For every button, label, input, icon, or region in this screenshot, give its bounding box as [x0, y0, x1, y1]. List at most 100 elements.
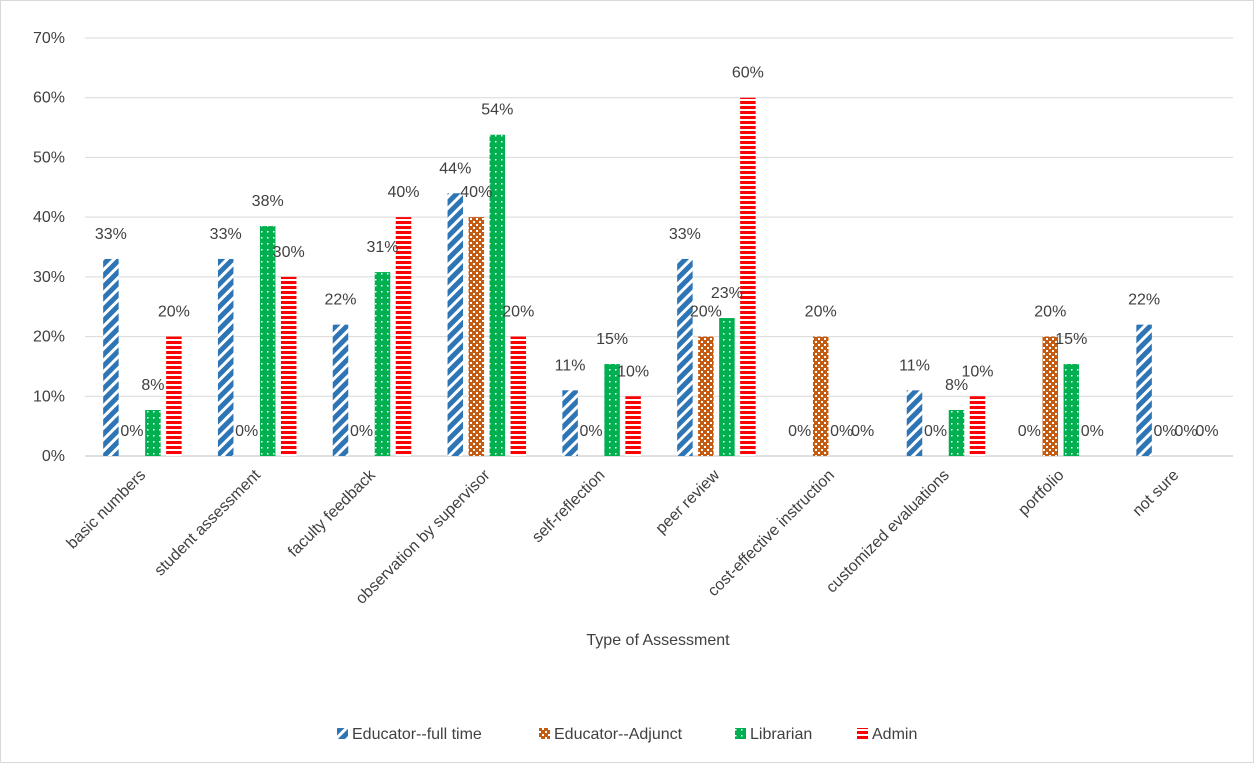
x-tick-label: observation by supervisor	[353, 466, 494, 607]
bar-educator-adjunct	[812, 336, 829, 456]
legend-entry: Admin	[872, 726, 917, 743]
data-label: 22%	[1128, 292, 1160, 309]
data-label: 33%	[210, 226, 242, 243]
data-label: 20%	[805, 304, 837, 321]
legend-entry: Educator--full time	[352, 726, 482, 743]
x-tick-label: not sure	[1130, 467, 1183, 520]
data-label: 0%	[788, 423, 811, 440]
data-label: 0%	[1018, 423, 1041, 440]
bar-educator-full-time	[906, 390, 923, 456]
x-tick-label: faculty feedback	[285, 466, 379, 560]
legend-swatch	[337, 728, 348, 739]
bar-educator-full-time	[103, 258, 119, 456]
data-label: 40%	[460, 184, 492, 201]
data-label: 23%	[711, 285, 743, 302]
data-label: 0%	[235, 423, 258, 440]
bar-educator-full-time	[1136, 324, 1152, 456]
data-label: 20%	[158, 304, 190, 321]
bar-educator-adjunct	[468, 217, 485, 456]
x-tick-label: cost-effective instruction	[705, 467, 838, 600]
y-tick-label: 50%	[33, 149, 65, 166]
data-label: 38%	[252, 193, 284, 210]
data-label: 11%	[555, 357, 586, 374]
data-label: 20%	[690, 304, 722, 321]
bar-educator-full-time	[447, 193, 464, 456]
data-label: 31%	[366, 239, 398, 256]
x-tick-label: peer review	[653, 466, 724, 537]
bar-admin	[395, 217, 412, 456]
bar-admin	[510, 336, 527, 456]
data-label: 60%	[732, 65, 764, 82]
data-label: 54%	[481, 102, 513, 119]
legend-swatch	[735, 728, 746, 739]
x-axis-title: Type of Assessment	[586, 632, 730, 649]
bar-educator-adjunct	[1042, 336, 1059, 456]
data-label: 8%	[141, 377, 164, 394]
bar-librarian	[145, 410, 161, 456]
bars	[103, 97, 1152, 457]
legend-swatch	[857, 728, 868, 739]
y-tick-label: 30%	[33, 269, 65, 286]
bar-admin	[166, 336, 182, 456]
bar-librarian	[259, 226, 276, 456]
bar-librarian	[948, 410, 965, 456]
data-labels: 33% 0% 8% 20% 33% 0% 38% 30% 22% 0% 31% 40% 44% 40% 54…	[95, 65, 1219, 440]
data-label: 0%	[1175, 423, 1198, 440]
y-tick-label: 40%	[33, 209, 65, 226]
bar-librarian	[489, 134, 506, 457]
data-label: 44%	[439, 160, 471, 177]
bar-educator-full-time	[332, 324, 349, 456]
data-label: 0%	[1196, 423, 1219, 440]
x-tick-label: portfolio	[1015, 467, 1067, 519]
data-label: 11%	[899, 357, 930, 374]
bar-educator-full-time	[562, 390, 578, 456]
y-tick-label: 20%	[33, 329, 65, 346]
y-axis-ticks: 0% 10% 20% 30% 40% 50% 60% 70%	[33, 30, 65, 465]
bar-admin	[740, 97, 756, 456]
data-label: 0%	[120, 423, 143, 440]
data-label: 33%	[95, 226, 127, 243]
x-axis-ticks: basic numbers student assessment faculty f…	[64, 466, 1183, 608]
y-tick-label: 0%	[42, 448, 65, 465]
bar-librarian	[604, 364, 620, 456]
data-label: 0%	[851, 423, 874, 440]
data-label: 40%	[387, 184, 419, 201]
data-label: 0%	[580, 423, 603, 440]
legend-entry: Librarian	[750, 726, 812, 743]
gridlines	[85, 37, 1233, 457]
x-tick-label: basic numbers	[64, 467, 150, 553]
bar-admin	[969, 396, 986, 456]
y-tick-label: 10%	[33, 388, 65, 405]
data-label: 10%	[617, 363, 649, 380]
bar-librarian	[719, 318, 735, 456]
y-tick-label: 60%	[33, 90, 65, 107]
bar-admin	[625, 396, 641, 456]
data-label: 15%	[1055, 331, 1087, 348]
data-label: 33%	[669, 226, 701, 243]
data-label: 0%	[1081, 423, 1104, 440]
data-label: 0%	[830, 423, 853, 440]
x-tick-label: self-reflection	[529, 467, 608, 546]
data-label: 0%	[350, 423, 373, 440]
bar-educator-adjunct	[698, 336, 714, 456]
x-tick-label: student assessment	[151, 466, 264, 579]
legend: Educator--full time Educator--Adjunct Libr…	[337, 726, 917, 743]
bar-librarian	[374, 272, 391, 456]
data-label: 22%	[324, 292, 356, 309]
bar-librarian	[1063, 364, 1080, 456]
bar-educator-full-time	[677, 258, 693, 456]
data-label: 20%	[1034, 304, 1066, 321]
data-label: 15%	[596, 331, 628, 348]
bar-educator-full-time	[217, 258, 234, 456]
data-label: 8%	[945, 377, 968, 394]
data-label: 30%	[273, 244, 305, 261]
x-tick-label: customized evaluations	[823, 467, 953, 597]
bar-admin	[280, 276, 297, 456]
data-label: 0%	[924, 423, 947, 440]
y-tick-label: 70%	[33, 30, 65, 47]
data-label: 20%	[502, 304, 534, 321]
data-label: 10%	[961, 363, 993, 380]
data-label: 0%	[1154, 423, 1177, 440]
legend-entry: Educator--Adjunct	[554, 726, 683, 743]
